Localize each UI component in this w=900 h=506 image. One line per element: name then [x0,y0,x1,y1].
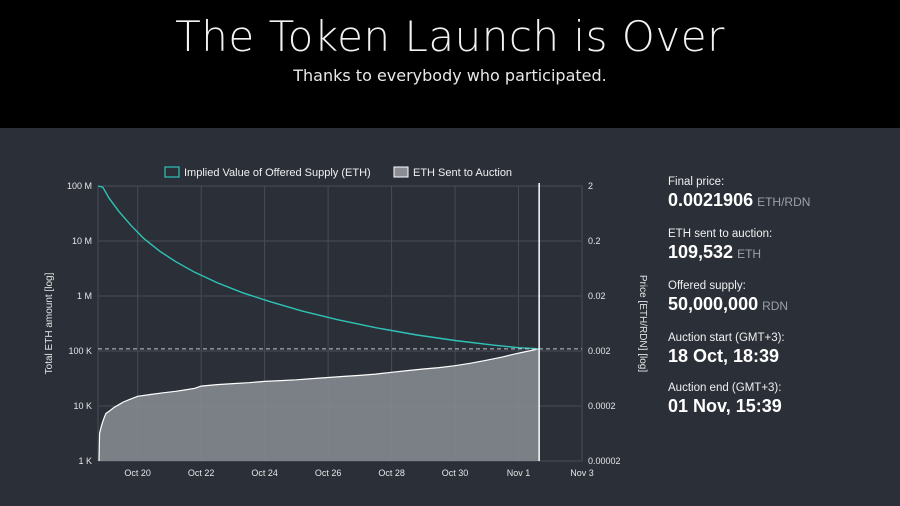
chart-axes: 1 K 10 K 100 K 1 M 10 M 100 M 0.00002 0.0002 0.0… [44,181,648,478]
left-tick-label: 1 M [77,291,92,301]
stat-unit: RDN [762,299,789,313]
stat-eth-sent: ETH sent to auction: 109,532 ETH [668,227,888,265]
left-tick-label: 100 K [68,346,92,356]
right-tick-label: 0.2 [588,236,601,246]
page-title: The Token Launch is Over [175,12,725,61]
right-axis-title: Price [ETH/RDN] [log] [637,275,648,372]
stat-unit: ETH [737,247,762,261]
left-tick-label: 10 K [73,401,92,411]
x-tick-label: Nov 3 [570,468,594,478]
left-tick-label: 1 K [78,456,92,466]
stat-unit: ETH/RDN [757,195,811,209]
x-tick-label: Oct 26 [315,468,342,478]
legend-swatch-eth-sent [393,166,409,178]
eth-sent-area-layer [98,348,540,462]
left-tick-label: 100 M [67,181,92,191]
auction-stats: Final price: 0.0021906 ETH/RDN ETH sent t… [668,175,888,431]
right-tick-label: 0.0002 [588,401,616,411]
right-tick-label: 0.002 [588,346,611,356]
stat-value: 18 Oct, 18:39 [668,346,780,366]
implied-value-line-layer [97,183,582,461]
left-tick-label: 10 M [72,236,92,246]
x-tick-label: Oct 30 [442,468,469,478]
x-tick-label: Nov 1 [507,468,531,478]
eth-sent-outline [98,348,540,462]
header-banner: The Token Launch is Over Thanks to every… [0,0,900,128]
x-tick-label: Oct 20 [124,468,151,478]
stat-offered-supply: Offered supply: 50,000,000 RDN [668,279,888,317]
legend-swatch-implied-value [164,166,180,178]
right-tick-label: 0.02 [588,291,606,301]
stat-final-price: Final price: 0.0021906 ETH/RDN [668,175,888,213]
left-axis-title: Total ETH amount [log] [44,272,55,374]
stat-auction-start: Auction start (GMT+3): 18 Oct, 18:39 [668,331,888,367]
stat-value: 01 Nov, 15:39 [668,396,782,416]
x-tick-label: Oct 22 [188,468,215,478]
page-subtitle: Thanks to everybody who participated. [293,66,607,85]
stat-label: Final price: [668,176,725,188]
legend-label-eth-sent: ETH Sent to Auction [413,167,512,179]
stat-value: 0.0021906 [668,190,754,210]
stat-label: Auction start (GMT+3): [668,332,785,344]
x-tick-label: Oct 28 [378,468,405,478]
stat-label: ETH sent to auction: [668,228,773,240]
auction-chart: 1 K 10 K 100 K 1 M 10 M 100 M 0.00002 0.0002 0.0… [44,166,648,478]
eth-sent-area [99,348,540,461]
legend-label-implied-value: Implied Value of Offered Supply (ETH) [184,167,371,179]
stat-value: 109,532 [668,242,734,262]
stat-auction-end: Auction end (GMT+3): 01 Nov, 15:39 [668,381,888,417]
right-tick-label: 2 [588,181,593,191]
right-tick-label: 0.00002 [588,456,621,466]
stat-label: Auction end (GMT+3): [668,382,782,394]
chart-legend: Implied Value of Offered Supply (ETH) ETH… [164,166,512,179]
stat-label: Offered supply: [668,280,746,292]
stat-value: 50,000,000 [668,294,759,314]
x-tick-label: Oct 24 [251,468,278,478]
implied-value-line [97,185,540,350]
